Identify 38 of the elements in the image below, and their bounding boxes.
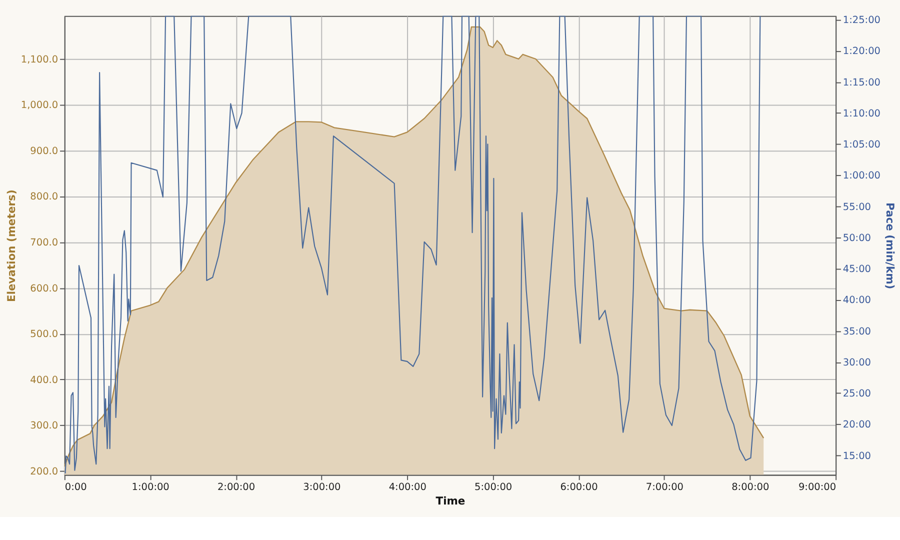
y2-tick-label: 1:10:00 [842,108,880,120]
y-tick-label: 900.0 [30,146,58,157]
y2-axis-title: Pace (min/km) [883,202,896,290]
x-tick-label: 1:00:00 [132,482,170,493]
y-tick-label: 1,000.0 [20,100,58,112]
y2-tick-label: 30:00 [842,357,872,368]
y-tick-label: 200.0 [30,466,58,478]
x-tick-label: 7:00:00 [646,482,684,493]
y-tick-label: 300.0 [30,420,58,432]
y2-tick-label: 15:00 [842,450,872,462]
y2-tick-label: 25:00 [842,388,872,400]
y2-tick-label: 1:20:00 [842,46,880,58]
y2-tick-label: 20:00 [842,420,872,431]
x-tick-label: 0:00 [64,482,87,493]
x-tick-label: 4:00:00 [388,482,426,493]
x-tick-label: 8:00:00 [732,482,770,493]
y-tick-label: 400.0 [30,374,58,386]
y-axis-title: Elevation (meters) [4,190,18,302]
y-tick-label: 500.0 [30,329,58,340]
y2-tick-label: 55:00 [842,202,872,213]
y-tick-label: 1,100.0 [20,54,58,66]
y2-tick-label: 50:00 [842,232,872,244]
x-tick-label: 9:00:00 [798,482,836,493]
x-tick-label: 2:00:00 [217,482,256,493]
x-tick-label: 3:00:00 [303,482,341,493]
y2-tick-label: 1:05:00 [842,140,880,151]
y2-tick-label: 40:00 [842,295,872,306]
y2-tick-label: 35:00 [842,326,872,338]
y-tick-label: 600.0 [30,283,58,294]
y2-tick-label: 1:15:00 [842,77,880,88]
x-tick-label: 5:00:00 [474,482,512,493]
y-tick-label: 700.0 [30,238,58,249]
x-tick-label: 6:00:00 [560,482,598,493]
y-tick-label: 800.0 [30,192,58,203]
y2-tick-label: 1:25:00 [842,15,880,26]
x-axis-title: Time [436,494,466,508]
y2-tick-label: 45:00 [842,264,872,276]
y2-tick-label: 1:00:00 [842,170,880,182]
